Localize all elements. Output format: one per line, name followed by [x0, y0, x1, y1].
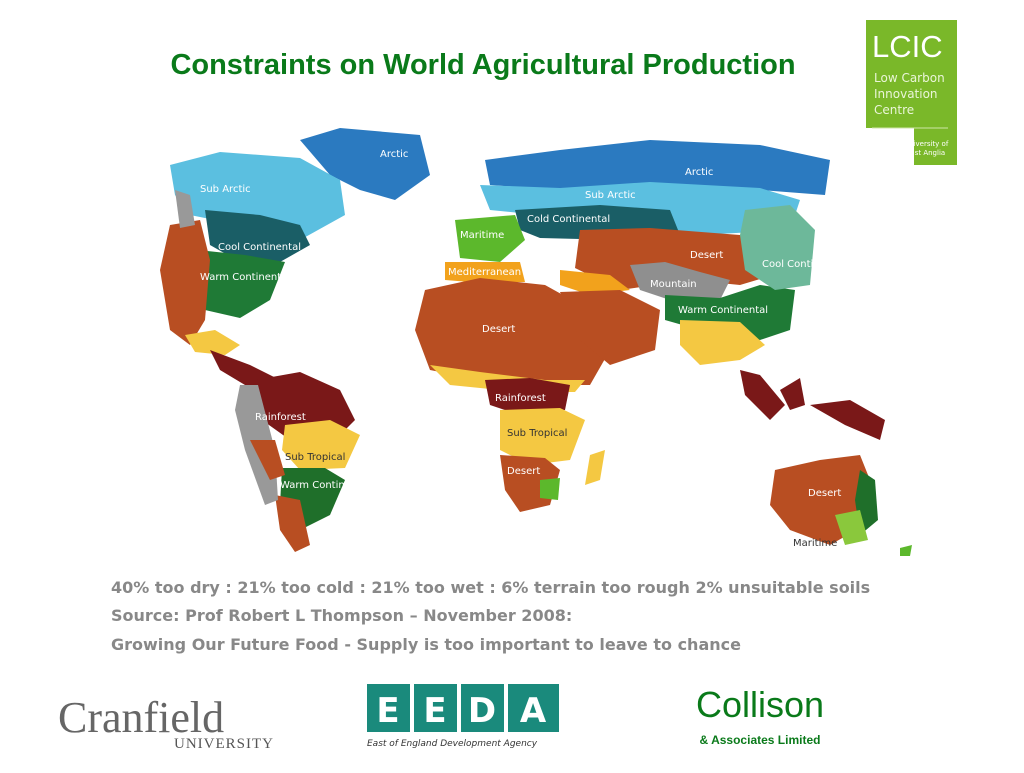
- eeda-logo: E E D A East of England Development Agen…: [367, 684, 559, 749]
- eeda-letter: E: [376, 691, 399, 731]
- region-label: Sub Tropical: [507, 428, 567, 439]
- world-map: [160, 128, 912, 556]
- lcic-line: Centre: [874, 103, 914, 117]
- region-label: Mediterranean: [448, 267, 521, 278]
- caption-line: 40% too dry : 21% too cold : 21% too wet…: [111, 578, 870, 597]
- region-label: Desert: [507, 466, 540, 477]
- map-labels: Arctic Sub Arctic Cool Continental Warm …: [200, 149, 845, 549]
- collison-sub: & Associates Limited: [700, 733, 821, 747]
- caption-line: Growing Our Future Food - Supply is too …: [111, 635, 741, 654]
- lcic-line: Low Carbon: [874, 71, 945, 85]
- region-label: Sub Tropical: [285, 452, 345, 463]
- lcic-line: Innovation: [874, 87, 938, 101]
- region-label: Arctic: [380, 149, 408, 160]
- region-label: Cold Continental: [527, 214, 610, 225]
- region-label: Maritime: [793, 538, 837, 549]
- region-label: Desert: [690, 250, 723, 261]
- eeda-letter: A: [520, 691, 547, 731]
- region-label: Desert: [482, 324, 515, 335]
- region-label: Sub Arctic: [200, 184, 251, 195]
- cranfield-sub: UNIVERSITY: [174, 736, 274, 752]
- region-label: Warm Continental: [678, 305, 768, 316]
- region-label: Rainforest: [255, 412, 306, 423]
- uea-line: University of: [904, 140, 949, 148]
- eeda-letter: E: [423, 691, 446, 731]
- lcic-logo: LCIC Low Carbon Innovation Centre Univer…: [866, 20, 957, 165]
- region-label: Warm Continental: [280, 480, 370, 491]
- region-label: Cool Continental: [762, 259, 845, 270]
- region-label: Maritime: [460, 230, 504, 241]
- uea-line: East Anglia: [906, 149, 945, 157]
- region-label: Desert: [808, 488, 841, 499]
- region-label: Mountain: [650, 279, 697, 290]
- lcic-mark: LCIC: [872, 29, 943, 64]
- region-label: Rainforest: [495, 393, 546, 404]
- region-label: Warm Continental: [200, 272, 290, 283]
- collison-name: Collison: [696, 684, 824, 725]
- region-label: Arctic: [685, 167, 713, 178]
- cranfield-name: Cranfield: [58, 693, 224, 742]
- eeda-sub: East of England Development Agency: [367, 739, 538, 749]
- caption-line: Source: Prof Robert L Thompson – Novembe…: [111, 606, 572, 625]
- title: Constraints on World Agricultural Produc…: [170, 49, 795, 81]
- eeda-letter: D: [468, 691, 496, 731]
- region-label: Sub Arctic: [585, 190, 636, 201]
- region-label: Cool Continental: [218, 242, 301, 253]
